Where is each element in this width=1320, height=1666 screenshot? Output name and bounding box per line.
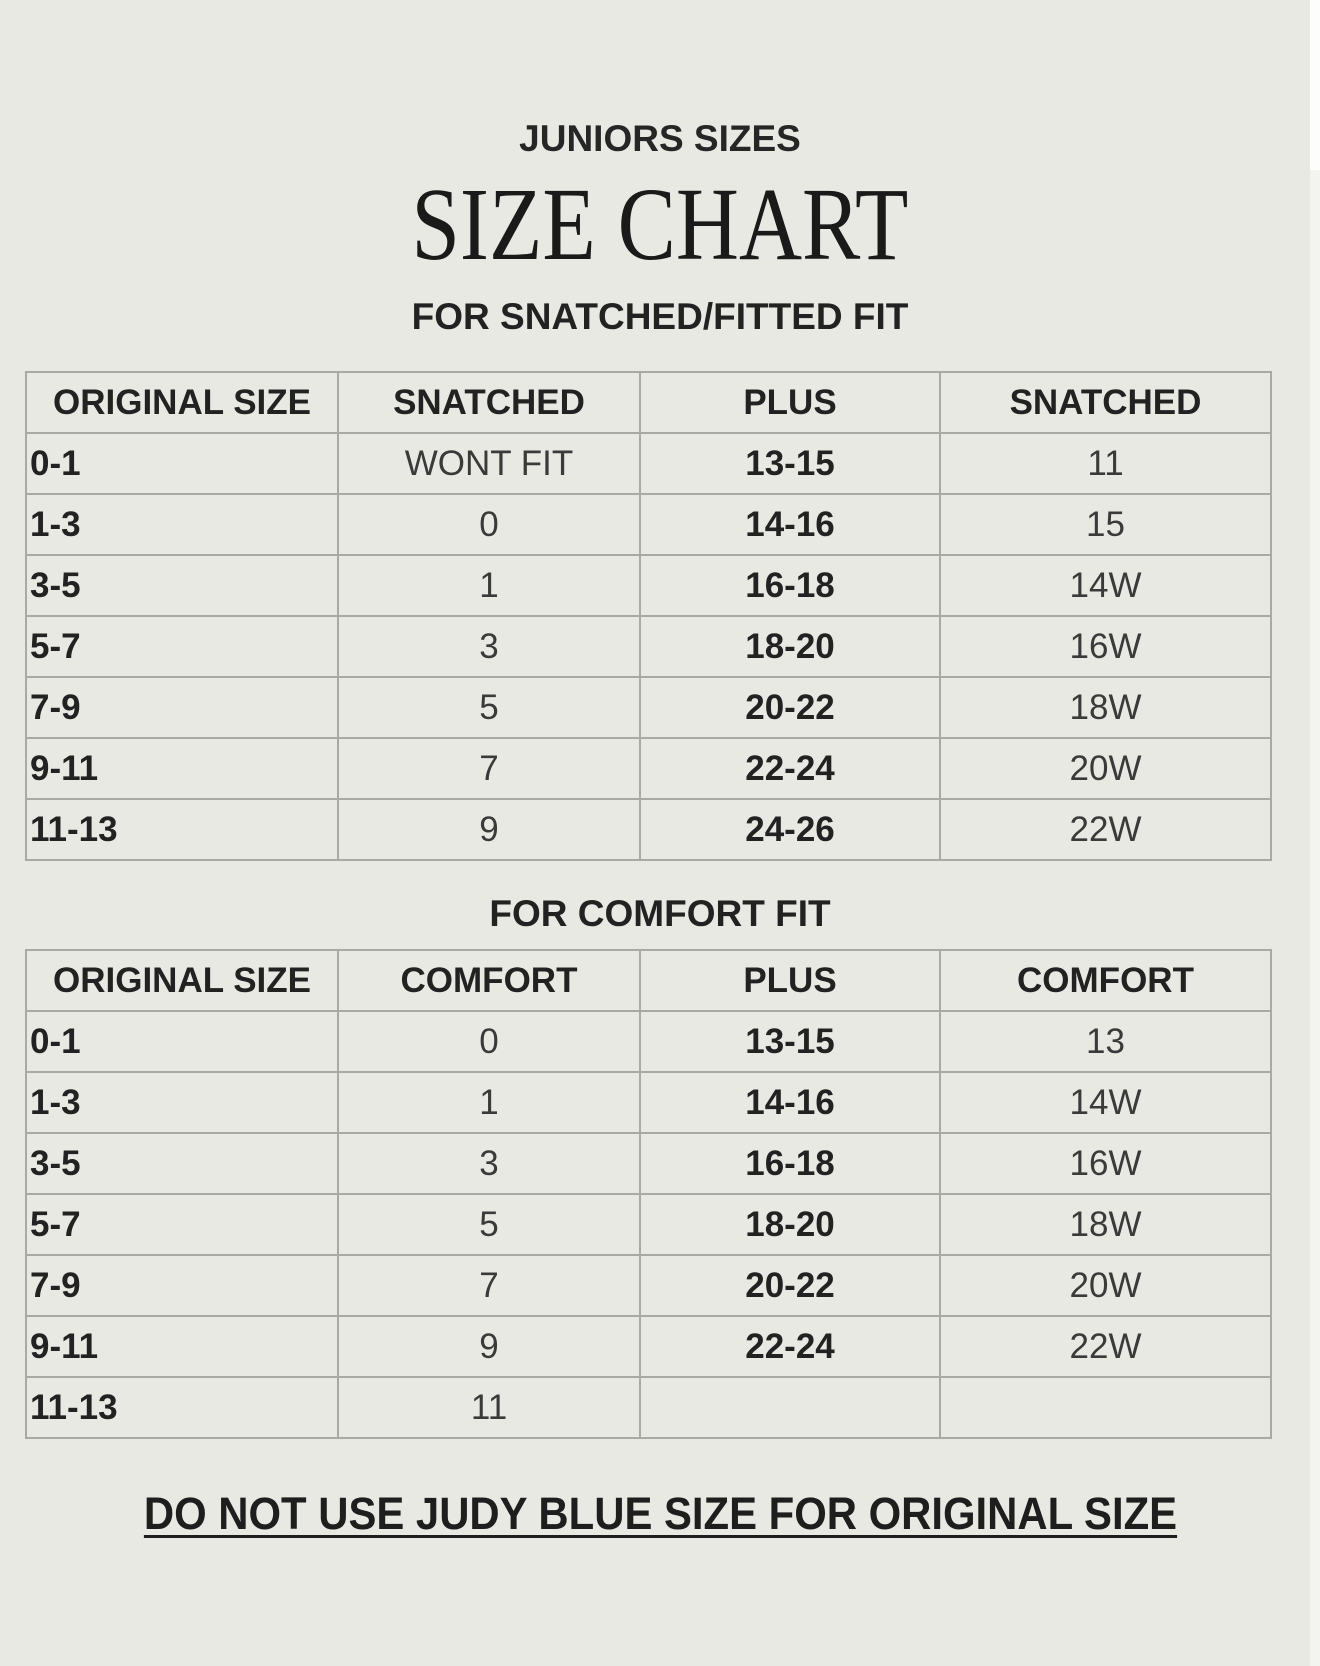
plus-size-cell: 18-20 [639, 615, 941, 678]
plus-size-cell: 13-15 [639, 432, 941, 495]
table-row: 3-5 1 16-18 14W [25, 554, 1272, 617]
page-edge-top [1310, 0, 1320, 170]
plus-converted-cell: 14W [939, 1071, 1272, 1134]
table-row: 7-9 5 20-22 18W [25, 676, 1272, 739]
page-title: SIZE CHART [0, 170, 1320, 280]
original-size-cell: 1-3 [25, 1071, 339, 1134]
converted-size-cell: 9 [337, 798, 641, 861]
table-row: 1-3 1 14-16 14W [25, 1071, 1272, 1134]
plus-converted-cell: 20W [939, 737, 1272, 800]
converted-size-cell: 1 [337, 1071, 641, 1134]
plus-size-cell: 22-24 [639, 737, 941, 800]
converted-size-cell: 0 [337, 493, 641, 556]
plus-size-cell: 16-18 [639, 1132, 941, 1195]
comfort-table: ORIGINAL SIZE COMFORT PLUS COMFORT 0-1 0 13-1… [25, 949, 1272, 1439]
converted-size-cell: WONT FIT [337, 432, 641, 495]
plus-size-cell [639, 1376, 941, 1439]
column-header: ORIGINAL SIZE [25, 949, 339, 1012]
converted-size-cell: 3 [337, 615, 641, 678]
plus-converted-cell: 13 [939, 1010, 1272, 1073]
footer-note-text: DO NOT USE JUDY BLUE SIZE FOR ORIGINAL S… [143, 1488, 1177, 1539]
snatched-header-row: ORIGINAL SIZE SNATCHED PLUS SNATCHED [25, 371, 1272, 434]
table-row: 9-11 9 22-24 22W [25, 1315, 1272, 1378]
converted-size-cell: 1 [337, 554, 641, 617]
footer-note: DO NOT USE JUDY BLUE SIZE FOR ORIGINAL S… [0, 1488, 1320, 1540]
eyebrow-label: JUNIORS SIZES [519, 118, 801, 159]
table-row: 1-3 0 14-16 15 [25, 493, 1272, 556]
plus-size-cell: 13-15 [639, 1010, 941, 1073]
converted-size-cell: 9 [337, 1315, 641, 1378]
page-title-text: SIZE CHART [411, 167, 909, 282]
plus-size-cell: 18-20 [639, 1193, 941, 1256]
column-header: COMFORT [939, 949, 1272, 1012]
column-header: PLUS [639, 949, 941, 1012]
plus-converted-cell: 18W [939, 676, 1272, 739]
page-edge [1310, 0, 1320, 1666]
table-row: 0-1 WONT FIT 13-15 11 [25, 432, 1272, 495]
snatched-heading: FOR SNATCHED/FITTED FIT [411, 296, 909, 337]
original-size-cell: 11-13 [25, 798, 339, 861]
plus-converted-cell: 15 [939, 493, 1272, 556]
plus-size-cell: 20-22 [639, 1254, 941, 1317]
column-header: SNATCHED [939, 371, 1272, 434]
snatched-body: 0-1 WONT FIT 13-15 11 1-3 0 14-16 15 3-5 1 16-18 14… [25, 432, 1272, 861]
table-row: 11-13 11 [25, 1376, 1272, 1439]
original-size-cell: 5-7 [25, 1193, 339, 1256]
plus-size-cell: 14-16 [639, 493, 941, 556]
plus-converted-cell: 22W [939, 798, 1272, 861]
comfort-header-row: ORIGINAL SIZE COMFORT PLUS COMFORT [25, 949, 1272, 1012]
plus-converted-cell: 22W [939, 1315, 1272, 1378]
original-size-cell: 11-13 [25, 1376, 339, 1439]
snatched-table: ORIGINAL SIZE SNATCHED PLUS SNATCHED 0-1 WON… [25, 371, 1272, 861]
comfort-heading: FOR COMFORT FIT [489, 893, 831, 934]
table-row: 5-7 5 18-20 18W [25, 1193, 1272, 1256]
original-size-cell: 1-3 [25, 493, 339, 556]
column-header: PLUS [639, 371, 941, 434]
plus-size-cell: 22-24 [639, 1315, 941, 1378]
converted-size-cell: 11 [337, 1376, 641, 1439]
table-row: 0-1 0 13-15 13 [25, 1010, 1272, 1073]
plus-converted-cell [939, 1376, 1272, 1439]
original-size-cell: 7-9 [25, 1254, 339, 1317]
column-header: COMFORT [337, 949, 641, 1012]
original-size-cell: 5-7 [25, 615, 339, 678]
original-size-cell: 0-1 [25, 432, 339, 495]
table-row: 5-7 3 18-20 16W [25, 615, 1272, 678]
column-header: SNATCHED [337, 371, 641, 434]
converted-size-cell: 5 [337, 1193, 641, 1256]
table-row: 3-5 3 16-18 16W [25, 1132, 1272, 1195]
original-size-cell: 9-11 [25, 737, 339, 800]
plus-converted-cell: 18W [939, 1193, 1272, 1256]
plus-size-cell: 20-22 [639, 676, 941, 739]
converted-size-cell: 3 [337, 1132, 641, 1195]
original-size-cell: 7-9 [25, 676, 339, 739]
plus-converted-cell: 14W [939, 554, 1272, 617]
original-size-cell: 3-5 [25, 1132, 339, 1195]
plus-size-cell: 24-26 [639, 798, 941, 861]
column-header: ORIGINAL SIZE [25, 371, 339, 434]
comfort-body: 0-1 0 13-15 13 1-3 1 14-16 14W 3-5 3 16-18 16W 5-7 5 1… [25, 1010, 1272, 1439]
converted-size-cell: 0 [337, 1010, 641, 1073]
original-size-cell: 3-5 [25, 554, 339, 617]
plus-size-cell: 14-16 [639, 1071, 941, 1134]
plus-converted-cell: 20W [939, 1254, 1272, 1317]
table-row: 7-9 7 20-22 20W [25, 1254, 1272, 1317]
original-size-cell: 9-11 [25, 1315, 339, 1378]
plus-size-cell: 16-18 [639, 554, 941, 617]
table-row: 9-11 7 22-24 20W [25, 737, 1272, 800]
plus-converted-cell: 16W [939, 615, 1272, 678]
converted-size-cell: 7 [337, 737, 641, 800]
table-row: 11-13 9 24-26 22W [25, 798, 1272, 861]
original-size-cell: 0-1 [25, 1010, 339, 1073]
converted-size-cell: 5 [337, 676, 641, 739]
plus-converted-cell: 16W [939, 1132, 1272, 1195]
converted-size-cell: 7 [337, 1254, 641, 1317]
plus-converted-cell: 11 [939, 432, 1272, 495]
